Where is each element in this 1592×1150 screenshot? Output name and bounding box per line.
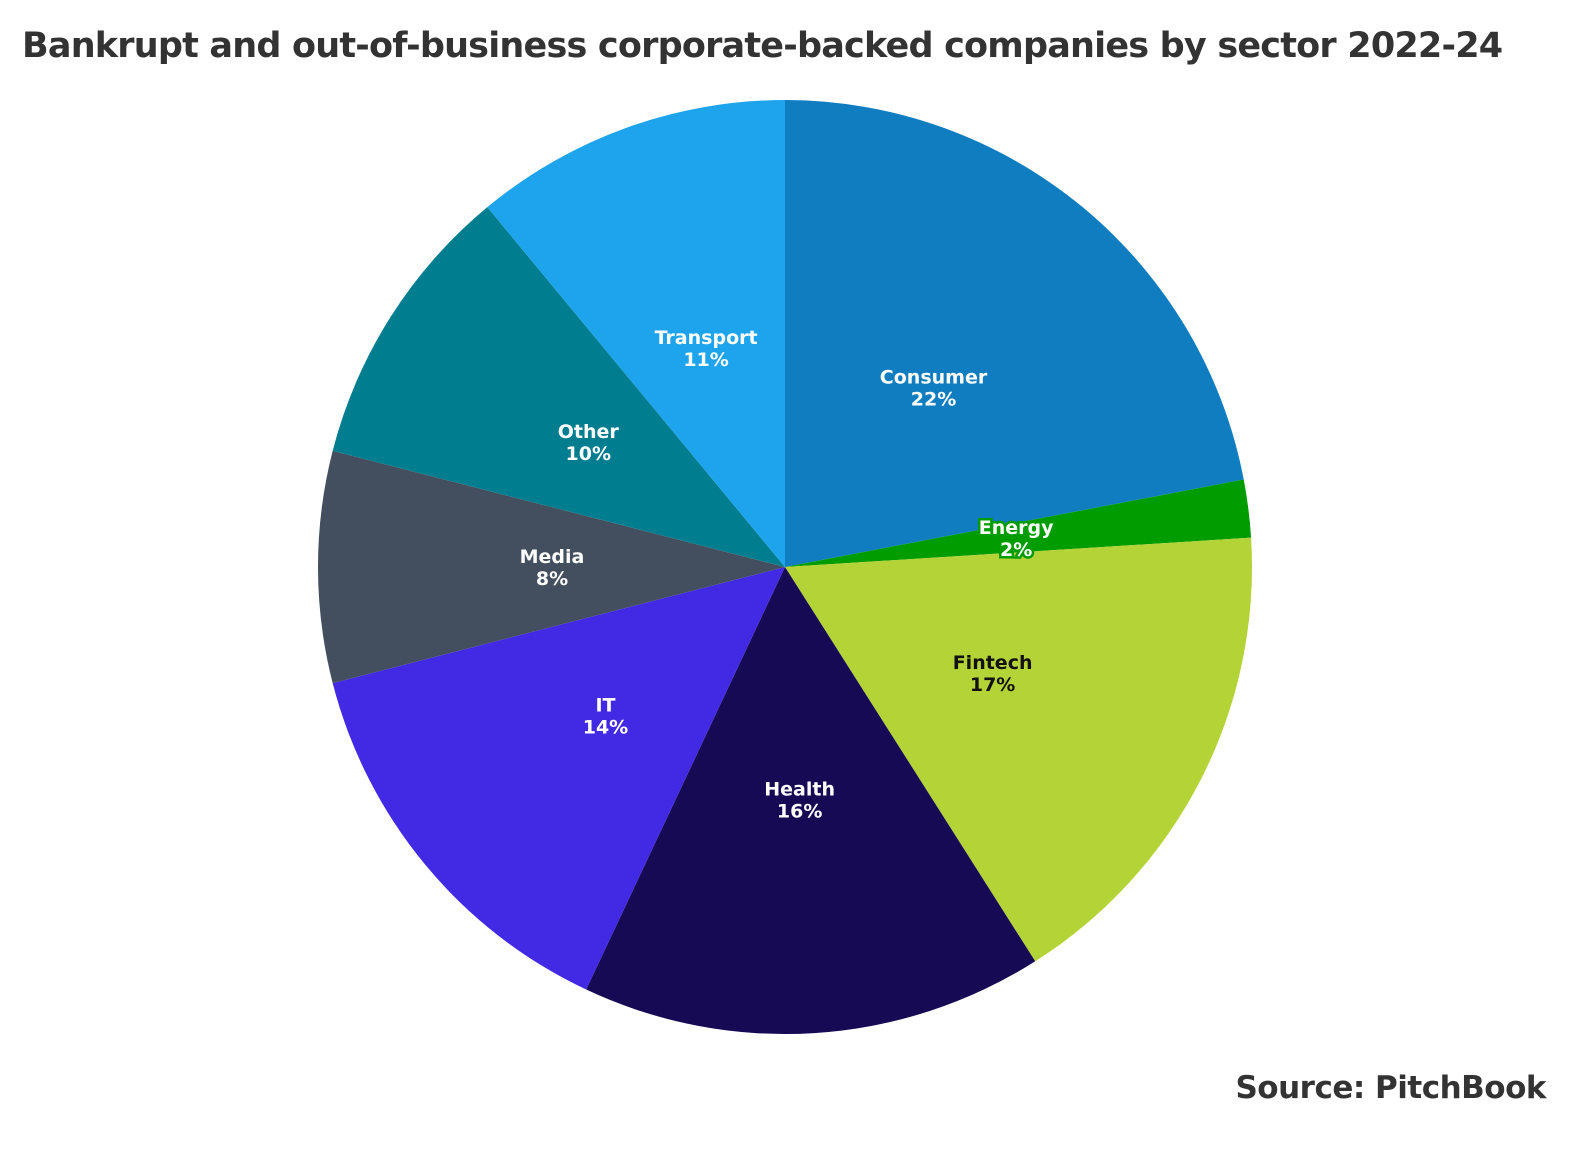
slice-value-label: 14% <box>583 717 628 739</box>
slice-label: Fintech <box>953 652 1033 674</box>
pie-slice-energy <box>785 479 1252 567</box>
slice-label: Consumer <box>880 366 988 388</box>
slice-label: Transport <box>655 327 758 349</box>
pie-slice-media <box>318 450 785 684</box>
source-note: Source: PitchBook <box>1235 1070 1546 1106</box>
slice-value-label: 2% <box>1000 539 1032 561</box>
pie-slice-health <box>586 567 1036 1035</box>
slice-label: Energy <box>979 517 1054 539</box>
slice-value-label: 10% <box>566 443 611 465</box>
pie-slice-consumer <box>785 100 1244 567</box>
pie-slice-transport <box>487 100 785 567</box>
slice-value-label: 16% <box>777 801 822 823</box>
slice-label: Health <box>764 779 835 801</box>
slice-label: Media <box>520 546 585 568</box>
slice-value-label: 17% <box>970 674 1015 696</box>
pie-slice-fintech <box>785 537 1252 962</box>
slice-value-label: 11% <box>683 349 728 371</box>
slice-value-label: 8% <box>536 568 568 590</box>
slice-label: Other <box>558 421 620 443</box>
slice-label: IT <box>595 695 615 717</box>
slice-value-label: 22% <box>911 388 956 410</box>
pie-slice-other <box>332 207 785 567</box>
chart-title: Bankrupt and out-of-business corporate-b… <box>22 26 1503 66</box>
pie-slice-it <box>332 567 785 990</box>
